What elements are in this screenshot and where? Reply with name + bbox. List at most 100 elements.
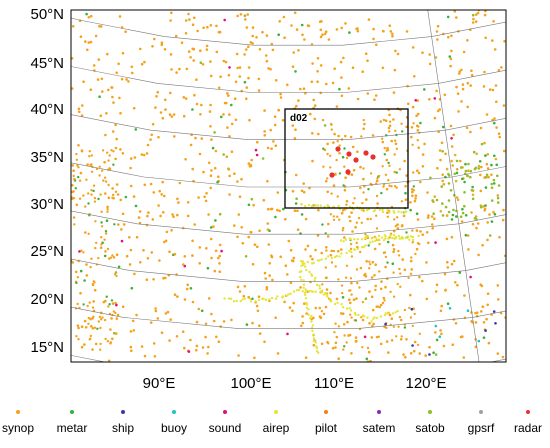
synop-station [138,221,142,225]
synop-station [222,59,226,63]
synop-station [170,115,174,118]
synop-station [454,322,458,325]
legend-item-satob: satob [405,408,455,435]
synop-station [205,192,208,195]
airep-report [305,303,309,306]
airep-report [339,239,343,242]
airep-report [295,289,299,292]
synop-station [421,233,425,236]
synop-station [94,342,98,346]
metar-station [469,175,472,179]
synop-station [405,231,408,234]
synop-station [251,262,255,266]
synop-station [194,136,197,140]
synop-station [335,105,339,108]
synop-station [340,26,344,30]
synop-station [204,335,207,339]
airep-report [311,324,315,327]
metar-station [470,211,473,214]
metar-station [464,214,468,217]
synop-station [487,175,490,179]
synop-station [361,201,364,205]
nested-domain-label: d02 [290,113,308,124]
synop-station [160,43,164,46]
synop-station [297,49,300,52]
synop-station [411,46,415,49]
synop-station [390,185,393,188]
airep-report [374,236,377,239]
synop-station [375,227,379,230]
synop-station [230,150,234,153]
synop-station [289,281,293,285]
synop-station [387,351,390,354]
synop-station [228,174,231,178]
synop-station [413,340,417,344]
synop-station [435,30,439,33]
airep-report [411,235,415,239]
synop-station [258,332,262,335]
synop-station [355,268,359,271]
metar-station [453,172,457,176]
airep-report [292,290,296,293]
synop-station [218,243,222,247]
airep-report [342,240,345,243]
synop-station [440,332,443,336]
synop-station [143,354,147,358]
synop-station [502,208,505,212]
synop-station [366,92,370,95]
synop-station [332,141,335,144]
synop-station [93,196,97,200]
synop-station [196,29,199,33]
synop-station [321,223,324,226]
synop-station [435,338,439,342]
synop-station [395,171,398,174]
metar-station [467,162,470,166]
synop-station [78,110,81,114]
airep-report [304,288,307,291]
synop-station [78,179,82,182]
synop-station [72,197,76,200]
synop-station [409,201,412,204]
synop-station [247,235,250,239]
synop-station [309,280,312,284]
synop-station [292,51,296,54]
airep-report [377,234,381,238]
airep-report [329,297,332,301]
airep-report [303,205,307,208]
synop-station [90,324,93,328]
metar-station [464,169,468,173]
metar-station [497,184,501,187]
synop-station [371,260,375,264]
synop-station [266,146,270,150]
synop-station [150,251,154,254]
synop-station [316,57,320,60]
synop-station [326,152,329,156]
synop-station [491,39,494,42]
synop-station [319,28,323,32]
synop-station [481,305,485,309]
synop-station [379,303,383,307]
synop-station [319,35,323,39]
synop-station [92,300,95,303]
synop-station [97,320,101,323]
metar-station [456,198,460,202]
metar-station [444,205,448,209]
synop-station [279,92,282,96]
synop-station [375,194,379,198]
synop-station [411,241,414,244]
synop-station [392,118,395,121]
airep-report [314,204,317,207]
airep-report [341,306,345,309]
synop-station [364,233,367,236]
synop-station [484,10,487,13]
synop-station [349,301,352,305]
synop-station [71,196,74,199]
synop-station [453,10,457,13]
synop-station [74,270,78,274]
synop-station [155,95,158,98]
synop-station [403,308,407,312]
synop-station [395,147,399,150]
synop-station [416,169,419,172]
legend-item-gpsrf: gpsrf [456,408,506,435]
synop-station [164,312,168,315]
